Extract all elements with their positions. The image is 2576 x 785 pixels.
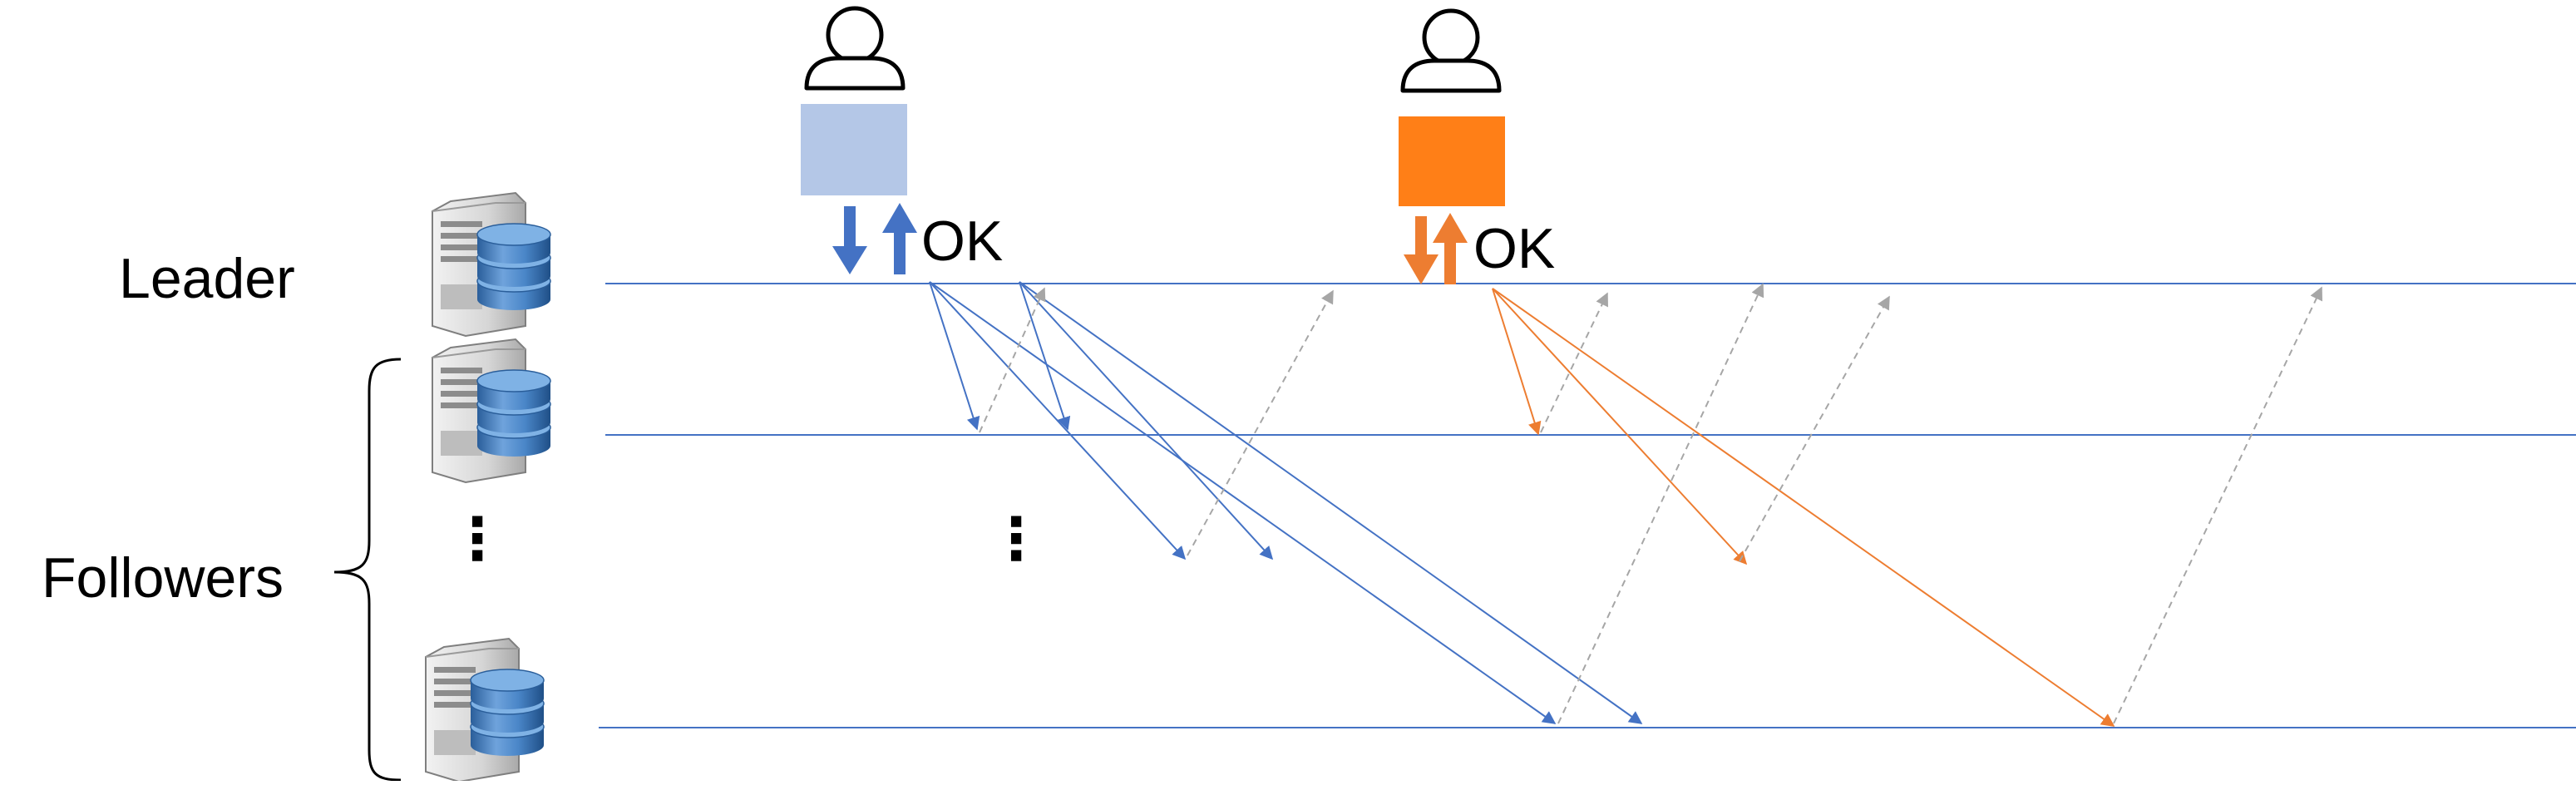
ok-left-label: OK	[921, 210, 1003, 273]
msg-orange-2-arrow	[1492, 288, 1748, 565]
follower-server-1	[432, 338, 551, 484]
client-right	[1399, 8, 1505, 206]
database-server-icon	[432, 338, 551, 484]
user-icon	[1400, 8, 1502, 93]
msg-blue-2-arrow	[929, 281, 1187, 560]
ack-4-arrow	[1540, 292, 1608, 433]
client-left-response-arrow	[882, 203, 917, 274]
ellipsis-messages: ⋮	[987, 506, 1045, 571]
follower-server-2	[425, 637, 545, 783]
client-right-request-arrow	[1404, 216, 1439, 284]
database-server-icon	[432, 191, 551, 338]
database-server-icon	[425, 637, 545, 783]
followers-label: Followers	[42, 546, 284, 610]
client-left-request-box	[801, 104, 907, 195]
msg-blue-4-arrow	[1019, 281, 1071, 431]
leader-label: Leader	[119, 247, 295, 310]
leader-server	[432, 191, 551, 338]
user-icon	[804, 6, 906, 91]
ack-2-arrow	[1187, 289, 1334, 556]
ok-right-label: OK	[1473, 217, 1555, 280]
ellipsis-servers: ⋮	[448, 506, 506, 571]
msg-blue-1-arrow	[929, 281, 980, 431]
client-right-response-arrow	[1433, 213, 1468, 284]
msg-orange-1-arrow	[1492, 288, 1542, 436]
client-right-request-box	[1399, 116, 1505, 206]
msg-blue-6-arrow	[1019, 281, 1643, 724]
followers-brace	[333, 358, 402, 782]
ack-6-arrow	[2113, 286, 2323, 724]
msg-blue-5-arrow	[1019, 281, 1274, 560]
msg-blue-3-arrow	[929, 281, 1557, 724]
client-left	[801, 6, 907, 195]
msg-orange-3-arrow	[1492, 288, 2115, 727]
client-left-request-arrow	[832, 206, 867, 274]
ack-5-arrow	[1739, 295, 1890, 562]
ack-1-arrow	[979, 287, 1046, 433]
ack-3-arrow	[1557, 283, 1764, 724]
